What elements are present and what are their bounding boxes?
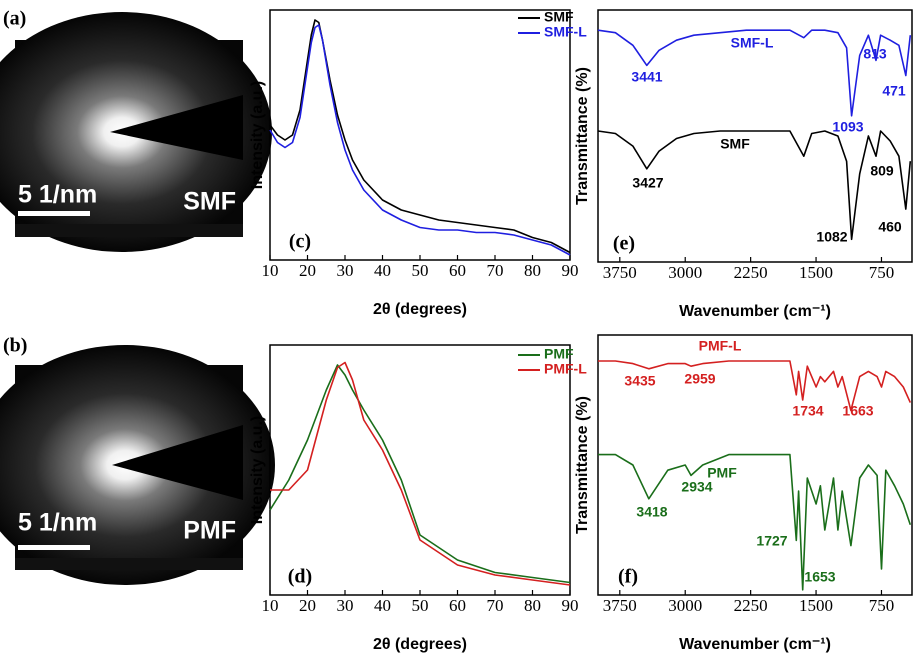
scale-label: 5 1/nm [18,181,97,209]
plot-frame [597,9,913,263]
data-line [269,24,571,256]
peak-label: 1653 [804,569,835,585]
panel-label: (c) [289,231,311,253]
x-tick-label: 80 [524,596,541,615]
x-tick-label: 50 [412,261,429,280]
y-axis-label: Transmittance (%) [574,67,591,205]
x-tick-label: 3750 [603,263,637,282]
x-tick-label: 3750 [603,596,637,615]
peak-label: 1082 [816,229,847,245]
peak-label: 460 [878,219,902,235]
x-axis-label: 2θ (degrees) [373,636,467,653]
peak-label: 3427 [632,175,663,191]
data-line [269,364,571,584]
x-tick-label: 90 [562,596,579,615]
series-label: PMF-L [699,338,742,354]
data-line [598,453,912,591]
panel-label: (d) [288,566,312,588]
peak-label: 1727 [756,533,787,549]
x-tick-label: 1500 [799,596,833,615]
x-tick-label: 2250 [734,263,768,282]
x-tick-label: 20 [299,596,316,615]
peak-label: 2959 [684,371,715,387]
x-tick-label: 2250 [734,596,768,615]
legend-label: SMF [544,9,574,25]
x-tick-label: 70 [487,596,504,615]
x-tick-label: 40 [374,596,391,615]
x-tick-label: 70 [487,261,504,280]
panel-label: (f) [618,566,638,588]
x-tick-label: 50 [412,596,429,615]
plot-frame [269,344,571,596]
data-line [269,19,571,254]
plot-frame [269,9,571,261]
x-tick-label: 750 [869,596,895,615]
peak-label: 1093 [832,119,863,135]
x-axis-label: Wavenumber (cm⁻¹) [679,303,831,320]
peak-label: 1734 [792,403,823,419]
data-line [597,130,912,241]
panel-label: (a) [3,8,26,30]
scale-label: 5 1/nm [18,509,97,537]
peak-label: 3441 [631,69,662,85]
x-tick-label: 60 [449,596,466,615]
x-tick-label: 30 [337,596,354,615]
panel-label: (e) [613,233,635,255]
peak-label: 3435 [624,373,655,389]
panel-label: (b) [3,335,27,357]
data-line [598,360,912,412]
diffraction-image [0,12,272,252]
series-label: SMF-L [731,35,774,51]
legend-label: SMF-L [544,24,587,40]
sample-label: PMF [183,517,236,545]
x-tick-label: 30 [337,261,354,280]
x-tick-label: 3000 [668,596,702,615]
plot-frame [597,334,913,596]
diffraction-image [0,345,275,585]
x-axis-label: 2θ (degrees) [373,301,467,318]
x-tick-label: 3000 [668,263,702,282]
y-axis-label: Transmittance (%) [574,396,591,534]
peak-label: 471 [882,83,906,99]
peak-label: 813 [863,46,887,62]
legend-label: PMF [544,346,574,362]
x-tick-label: 10 [262,596,279,615]
peak-label: 809 [870,163,894,179]
y-axis-label: Intensity (a.u.) [249,416,266,524]
legend-label: PMF-L [544,361,587,377]
data-line [597,29,912,117]
x-tick-label: 90 [562,261,579,280]
x-tick-label: 20 [299,261,316,280]
x-axis-label: Wavenumber (cm⁻¹) [679,636,831,653]
data-line [270,361,571,586]
x-tick-label: 10 [262,261,279,280]
x-tick-label: 40 [374,261,391,280]
x-tick-label: 1500 [799,263,833,282]
x-tick-label: 750 [869,263,895,282]
series-label: SMF [720,136,750,152]
x-tick-label: 80 [524,261,541,280]
peak-label: 3418 [636,504,667,520]
peak-label: 2934 [681,479,712,495]
peak-label: 1663 [842,403,873,419]
y-axis-label: Intensity (a.u.) [249,81,266,189]
sample-label: SMF [183,188,236,216]
series-label: PMF [707,465,737,481]
x-tick-label: 60 [449,261,466,280]
